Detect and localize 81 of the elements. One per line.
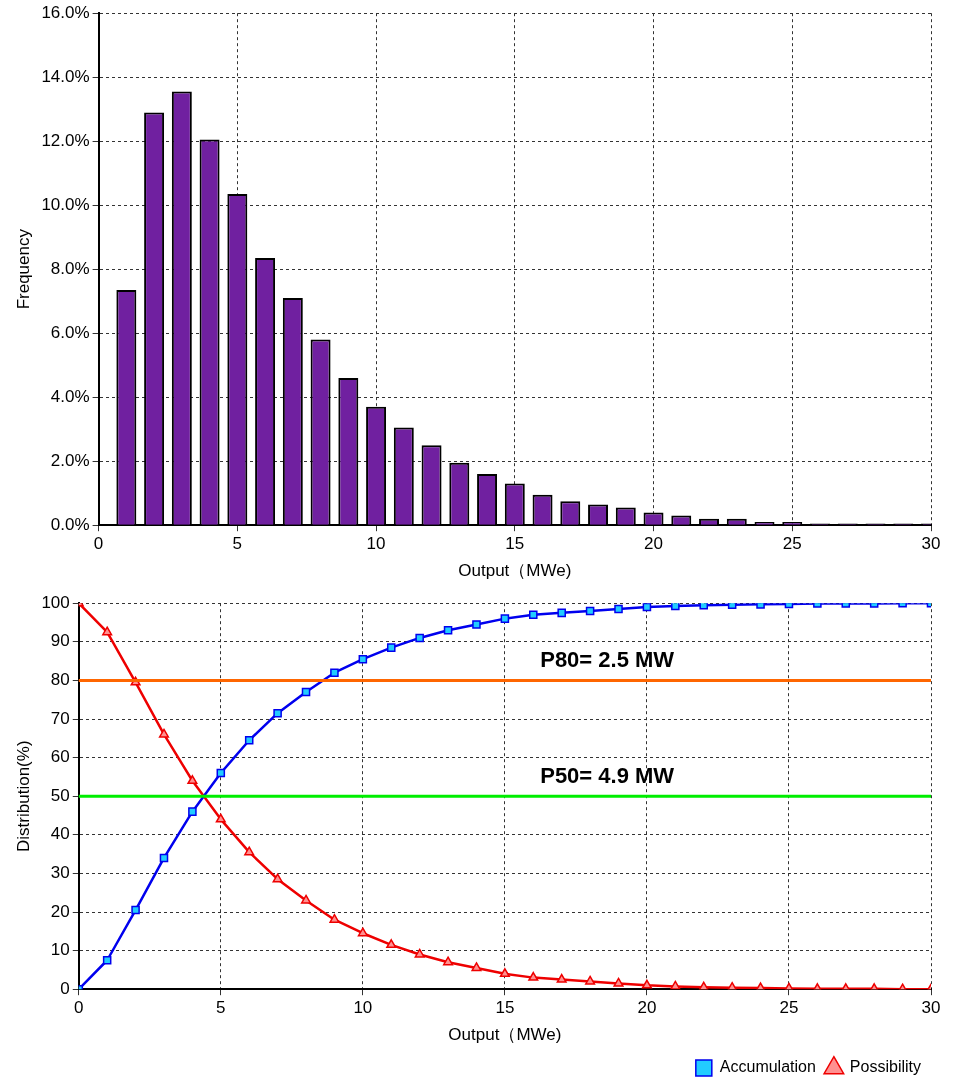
x-tick-label: 5 — [216, 998, 226, 1018]
x-tick-label: 20 — [637, 998, 657, 1018]
point — [216, 768, 226, 778]
point — [131, 905, 140, 915]
y-tick-label: 6.0% — [50, 322, 90, 342]
ref-line-label: P80= 2.5 MW — [540, 647, 675, 673]
y-tick-label: 90 — [50, 631, 70, 651]
point — [102, 626, 113, 636]
point — [585, 975, 596, 985]
point — [414, 948, 425, 958]
y-axis-title: Distribution(%) — [13, 740, 33, 852]
point — [329, 913, 340, 923]
legend-label: Possibility — [849, 1058, 922, 1076]
x-tick-label: 15 — [505, 534, 525, 554]
y-tick-label: 12.0% — [41, 130, 90, 150]
x-tick-label: 30 — [921, 998, 941, 1018]
x-axis-title: Output（MWe) — [448, 1025, 562, 1045]
point — [158, 728, 170, 738]
x-tick-label: 25 — [779, 998, 799, 1018]
point — [244, 846, 255, 856]
point — [499, 968, 510, 978]
y-tick-label: 20 — [50, 901, 70, 921]
x-tick-label: 15 — [495, 998, 515, 1018]
y-tick-label: 70 — [50, 708, 70, 728]
y-tick-label: 10.0% — [41, 194, 90, 214]
x-tick-label: 30 — [921, 534, 941, 554]
x-tick-label: 5 — [232, 534, 243, 554]
point — [272, 873, 283, 883]
point — [641, 979, 652, 989]
ref-line-label: P50= 4.9 MW — [540, 763, 675, 789]
y-tick-label: 100 — [41, 592, 70, 612]
point — [500, 614, 510, 623]
point — [215, 813, 226, 823]
point — [671, 603, 680, 611]
y-tick-label: 60 — [50, 747, 70, 767]
legend-label: Accumulation — [719, 1058, 816, 1076]
point — [614, 604, 623, 614]
y-tick-label: 50 — [50, 785, 70, 805]
x-tick-label: 0 — [93, 534, 104, 554]
point — [557, 608, 566, 618]
y-tick-label: 40 — [50, 824, 70, 844]
y-tick-label: 4.0% — [50, 386, 90, 406]
point — [386, 643, 396, 652]
point — [273, 708, 282, 718]
point — [443, 625, 453, 635]
point — [386, 939, 397, 949]
y-axis-title: Frequency — [13, 228, 33, 310]
y-tick-label: 10 — [50, 940, 70, 960]
point — [301, 687, 311, 697]
point — [188, 807, 197, 816]
point — [613, 977, 624, 987]
x-tick-label: 10 — [366, 534, 386, 554]
x-axis-title: Output（MWe) — [458, 561, 572, 581]
point — [300, 894, 312, 904]
point — [670, 980, 681, 990]
point — [159, 853, 169, 863]
y-tick-label: 30 — [50, 863, 70, 883]
point — [330, 668, 339, 677]
point — [529, 610, 538, 620]
point — [585, 606, 595, 616]
x-tick-label: 20 — [644, 534, 663, 554]
point — [415, 633, 424, 643]
point — [442, 956, 454, 966]
point — [102, 955, 112, 965]
y-tick-label: 2.0% — [50, 450, 90, 470]
point — [556, 973, 567, 983]
y-tick-label: 0 — [60, 978, 70, 998]
point — [358, 654, 368, 664]
y-tick-label: 14.0% — [41, 66, 90, 86]
y-tick-label: 80 — [50, 670, 70, 690]
y-tick-label: 8.0% — [50, 258, 90, 278]
point — [187, 775, 198, 785]
x-tick-label: 25 — [782, 534, 802, 554]
point — [244, 735, 254, 745]
point — [471, 962, 482, 972]
x-tick-label: 10 — [353, 998, 373, 1018]
point — [472, 620, 481, 629]
y-tick-label: 16.0% — [41, 2, 90, 22]
point — [357, 927, 368, 937]
point — [528, 971, 539, 981]
y-tick-label: 0.0% — [50, 514, 90, 534]
